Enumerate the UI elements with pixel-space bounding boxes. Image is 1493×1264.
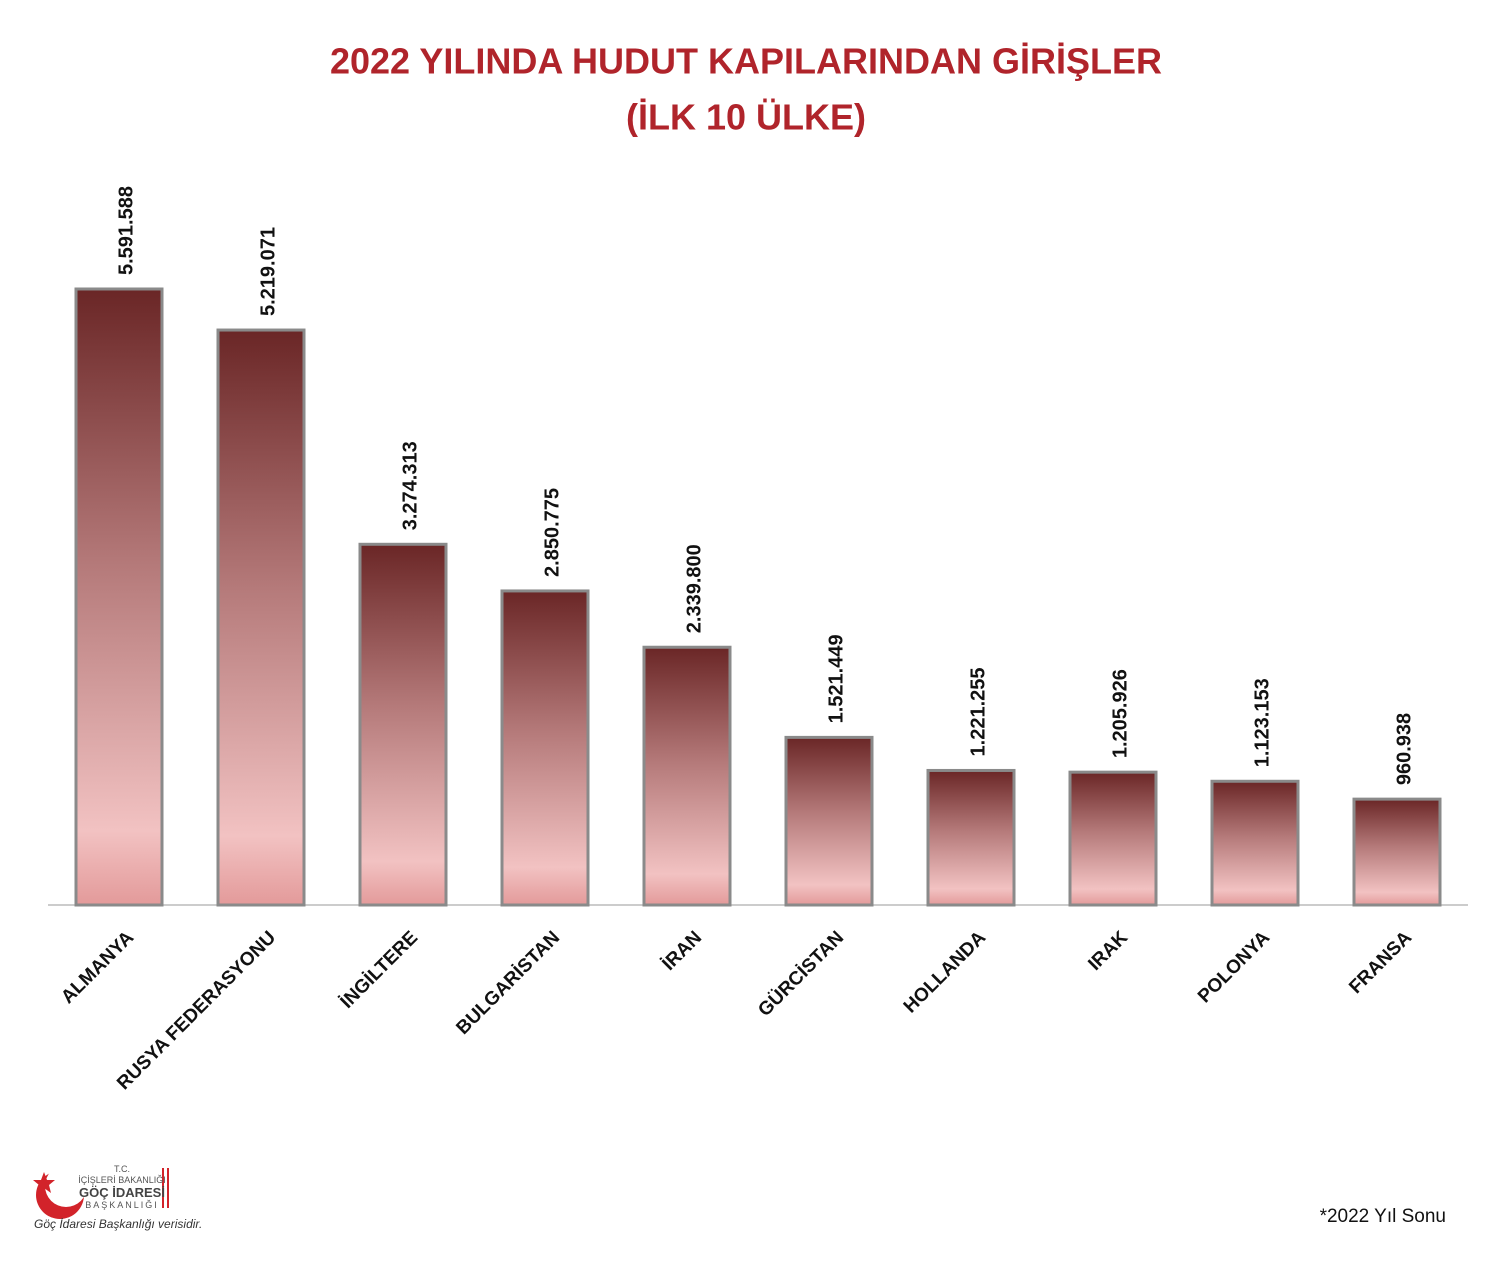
value-label: 960.938 [1393, 713, 1415, 785]
x-tick-label: FRANSA [1345, 927, 1416, 998]
value-label: 1.221.255 [967, 667, 989, 756]
x-tick-label: GÜRCİSTAN [754, 927, 848, 1021]
value-label: 1.123.153 [1251, 678, 1273, 767]
x-tick-label: IRAK [1084, 927, 1132, 975]
logo-bar [162, 1168, 164, 1208]
bar [1068, 770, 1158, 907]
x-tick-label: BULGARİSTAN [452, 927, 564, 1039]
bar [1352, 797, 1442, 907]
logo-crescent-cut [45, 1165, 87, 1207]
value-label: 2.339.800 [683, 544, 705, 633]
x-tick-label: ALMANYA [57, 927, 138, 1008]
bar [784, 735, 874, 907]
bar [216, 328, 306, 907]
value-label: 1.521.449 [825, 634, 847, 723]
x-tick-label: HOLLANDA [900, 927, 990, 1017]
logo-text: İÇİŞLERİ BAKANLIĞI [78, 1175, 166, 1185]
bar [74, 287, 164, 907]
chart-title: 2022 YILINDA HUDUT KAPILARINDAN GİRİŞLER [330, 41, 1162, 82]
bar [500, 589, 590, 907]
bar [642, 645, 732, 907]
logo-star [33, 1172, 55, 1193]
logo-text: T.C. [114, 1164, 130, 1174]
x-tick-label: İNGİLTERE [337, 927, 423, 1013]
logo: T.C. İÇİŞLERİ BAKANLIĞI GÖÇ İDARESİ BAŞK… [33, 1164, 169, 1219]
logo-bar [167, 1168, 169, 1208]
value-label: 1.205.926 [1109, 669, 1131, 758]
bar [926, 768, 1016, 907]
logo-text: BAŞKANLIĞI [85, 1200, 159, 1210]
x-tick-label: POLONYA [1194, 927, 1274, 1007]
bar [1210, 779, 1300, 907]
source-note: Göç İdaresi Başkanlığı verisidir. [34, 1217, 202, 1231]
value-label: 5.219.071 [257, 227, 279, 316]
logo-text: GÖÇ İDARESİ [79, 1185, 165, 1200]
value-label: 2.850.775 [541, 488, 563, 577]
chart-subtitle: (İLK 10 ÜLKE) [626, 97, 866, 138]
bar [358, 542, 448, 907]
x-tick-label: İRAN [658, 927, 706, 975]
x-tick-label: RUSYA FEDERASYONU [113, 927, 280, 1094]
value-label: 3.274.313 [399, 441, 421, 530]
footnote: *2022 Yıl Sonu [1320, 1206, 1446, 1227]
value-label: 5.591.588 [115, 186, 137, 275]
